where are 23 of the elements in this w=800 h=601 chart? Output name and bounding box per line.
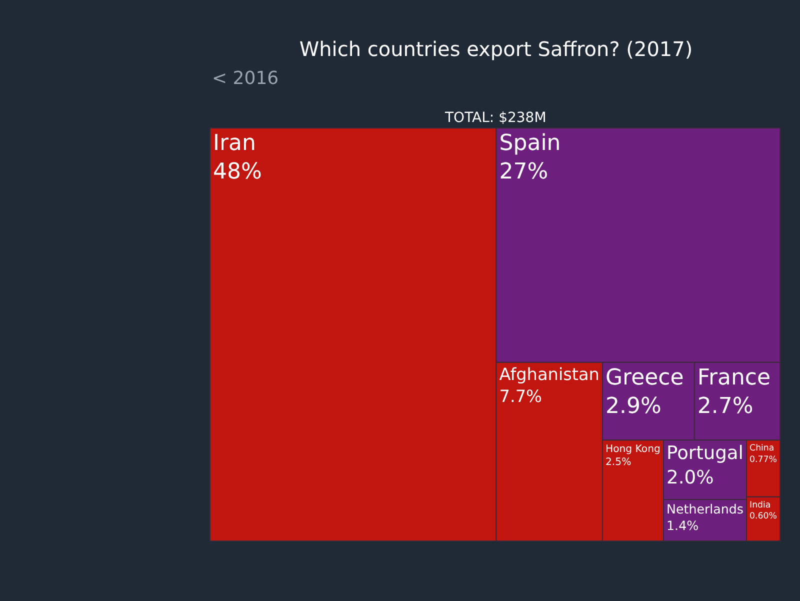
- data-label: 0.77%: [750, 454, 777, 465]
- category-label: Netherlands: [666, 501, 744, 516]
- category-label: Hong Kong: [605, 444, 660, 455]
- data-label: 27%: [499, 160, 548, 185]
- category-label: Portugal: [666, 443, 744, 464]
- data-label: 1.4%: [666, 518, 699, 533]
- data-label: 2.5%: [605, 457, 632, 468]
- category-label: Greece: [605, 365, 684, 390]
- data-label: 48%: [213, 160, 262, 185]
- category-label: India: [750, 500, 771, 510]
- category-label: France: [697, 365, 771, 390]
- category-label: China: [750, 444, 774, 454]
- data-label: 7.7%: [499, 386, 542, 406]
- category-label: Iran: [213, 131, 256, 156]
- text: Which countries export Saffron? (2017): [299, 37, 693, 62]
- data-label: 0.60%: [750, 512, 777, 522]
- category-label: Afghanistan: [499, 364, 600, 384]
- data-label: 2.7%: [697, 394, 754, 420]
- text: < 2016: [212, 68, 279, 89]
- data-label: 2.9%: [605, 394, 662, 420]
- data-label: 2.0%: [666, 467, 714, 488]
- text: TOTAL: $238M: [444, 110, 546, 126]
- category-label: Spain: [499, 131, 561, 156]
